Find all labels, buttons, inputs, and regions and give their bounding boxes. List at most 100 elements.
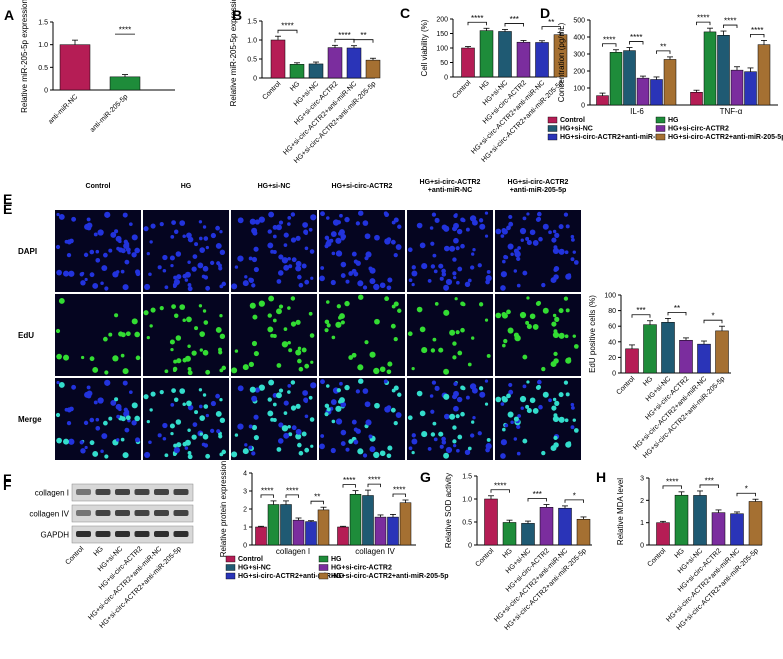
edu-dot <box>253 350 259 357</box>
edu-dot <box>339 313 345 320</box>
merge-dot <box>251 424 258 431</box>
merge-dot <box>295 428 302 435</box>
merge-dot <box>110 399 117 406</box>
bar <box>461 47 475 78</box>
nucleus-dot <box>92 283 99 289</box>
merge-dot <box>253 414 259 420</box>
panel-label: G <box>420 469 431 485</box>
y-tick-label: 80 <box>608 308 616 315</box>
nucleus-dot <box>58 214 65 220</box>
nucleus-dot <box>368 266 373 271</box>
bar <box>697 343 711 374</box>
micrograph-edu <box>495 294 581 376</box>
edu-dot <box>108 332 113 337</box>
edu-dot <box>397 308 402 313</box>
chart-panel-g: G 0 0.5 1.0 1.5 Relative SOD activity Control H… <box>420 469 592 632</box>
nucleus-dot <box>517 246 522 250</box>
edu-dot <box>272 318 277 323</box>
merge-dot <box>101 433 108 440</box>
merge-dot <box>173 443 178 448</box>
merge-dot <box>479 391 486 398</box>
merge-dot <box>253 434 259 441</box>
merge-dot <box>202 393 207 397</box>
nucleus-dot <box>170 234 175 239</box>
edu-dot <box>58 298 65 304</box>
edu-dot <box>92 367 99 373</box>
nucleus-dot <box>110 231 117 238</box>
nucleus-dot <box>203 236 209 241</box>
merge-dot <box>484 402 489 406</box>
significance-bracket <box>667 312 687 316</box>
y-tick-label: 0 <box>581 103 585 110</box>
merge-dot <box>192 422 198 427</box>
edu-dot <box>310 360 314 364</box>
y-tick-label: 1.5 <box>38 20 48 27</box>
edu-dot <box>411 366 415 371</box>
nucleus-dot <box>176 274 182 280</box>
nucleus-dot <box>519 227 527 235</box>
merge-dot <box>298 450 304 456</box>
column-label: +anti-miR-205-5p <box>510 187 567 194</box>
nucleus-dot <box>541 282 546 288</box>
nucleus-dot <box>434 217 440 223</box>
nucleus-dot <box>304 279 310 285</box>
nucleus-dot <box>572 250 576 254</box>
x-tick-label: HG <box>642 375 654 387</box>
merge-dot <box>365 419 372 426</box>
significance-bracket <box>310 500 324 505</box>
legend-swatch <box>225 572 236 580</box>
merge-dot <box>471 387 478 394</box>
legend-label: Control <box>238 556 263 563</box>
merge-dot <box>149 408 153 412</box>
nucleus-dot <box>479 223 486 230</box>
lane-label: Control <box>64 545 85 566</box>
merge-dot <box>326 407 331 412</box>
y-tick-label: 0.5 <box>38 65 48 72</box>
nucleus-dot <box>221 281 227 287</box>
micrograph-edu <box>407 294 493 376</box>
merge-dot <box>357 448 364 455</box>
y-tick-label: 0 <box>253 76 257 83</box>
edu-dot <box>234 349 239 353</box>
merge-dot <box>355 389 361 394</box>
nucleus-dot <box>421 263 428 270</box>
merge-dot <box>506 393 511 399</box>
merge-dot <box>513 437 518 441</box>
nucleus-dot <box>526 240 532 246</box>
nucleus-dot <box>522 216 527 221</box>
merge-dot <box>276 392 282 399</box>
nucleus-dot <box>210 260 215 265</box>
nucleus-dot <box>449 245 456 252</box>
nucleus-dot <box>71 216 77 222</box>
edu-dot <box>393 301 399 307</box>
nucleus-dot <box>335 250 343 257</box>
merge-dot <box>387 445 393 451</box>
significance-label: *** <box>533 490 542 499</box>
merge-dot <box>278 422 284 428</box>
bar <box>109 76 141 91</box>
merge-dot <box>288 432 293 437</box>
nucleus-dot <box>537 211 542 217</box>
micrograph-background <box>143 294 229 376</box>
nucleus-dot <box>175 251 182 257</box>
merge-dot <box>268 379 275 386</box>
edu-dot <box>558 332 565 339</box>
merge-dot <box>205 413 210 418</box>
nucleus-dot <box>198 236 203 241</box>
nucleus-dot <box>526 212 530 216</box>
panel-label: E <box>3 201 12 217</box>
nucleus-dot <box>86 217 91 222</box>
edu-dot <box>455 330 460 335</box>
nucleus-dot <box>253 266 259 273</box>
merge-dot <box>344 384 350 391</box>
merge-dot <box>162 436 167 441</box>
nucleus-dot <box>453 275 457 280</box>
merge-dot <box>558 416 565 423</box>
edu-dot <box>454 297 458 301</box>
nucleus-dot <box>553 267 558 273</box>
merge-dot <box>249 386 256 393</box>
merge-dot <box>502 427 506 432</box>
edu-dot <box>460 327 465 333</box>
protein-band <box>154 531 169 537</box>
merge-dot <box>254 387 260 393</box>
